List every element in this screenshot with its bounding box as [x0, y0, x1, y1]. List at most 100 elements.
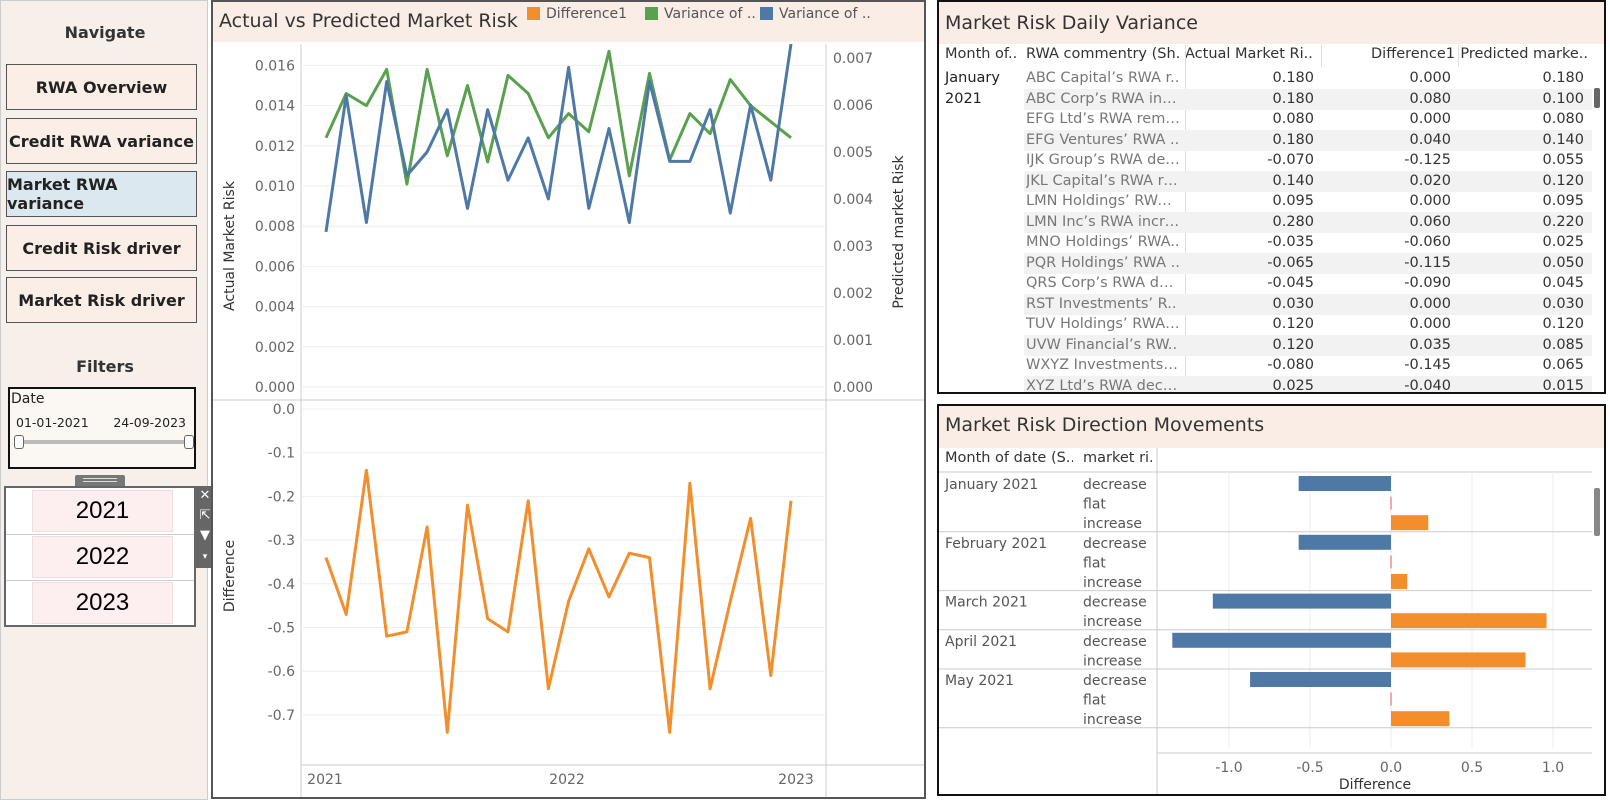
x-axis-tick: 2022	[549, 772, 585, 788]
left-axis-tick: 0.012	[255, 139, 295, 155]
left-axis-tick: 0.004	[255, 300, 295, 316]
close-icon[interactable]: ✕	[199, 488, 211, 503]
difference1-series-line[interactable]	[324, 468, 793, 734]
col-header-commentary[interactable]: RWA commentry (Sh..	[1026, 46, 1181, 62]
predicted-cell: 0.055	[1542, 152, 1584, 168]
table-scrollbar[interactable]	[1592, 68, 1604, 392]
row-shade	[1024, 211, 1592, 233]
date-slider-end-handle[interactable]	[184, 435, 194, 449]
table-row[interactable]: JKL Capital’s RWA re.. 0.140 0.020 0.120	[939, 170, 1592, 192]
col-header-market-risk[interactable]: market ri..	[1083, 450, 1155, 466]
commentary-cell: JKL Capital’s RWA re..	[1026, 172, 1181, 189]
legend-label-variance-blue: Variance of ..	[779, 6, 871, 22]
table-row[interactable]: ABC Corp’s RWA incr.. 0.180 0.080 0.100	[939, 88, 1592, 110]
date-end-value: 24-09-2023	[113, 415, 186, 430]
table-row[interactable]: MNO Holdings’ RWA.. -0.035 -0.060 0.025	[939, 232, 1592, 253]
year-option-2021[interactable]: 2021	[32, 490, 173, 532]
difference1-cell: 0.000	[1409, 316, 1451, 332]
predicted-cell: 0.080	[1542, 111, 1584, 127]
scrollbar-thumb[interactable]	[1594, 488, 1600, 536]
bar-increase[interactable]	[1391, 711, 1450, 727]
divider	[6, 534, 194, 535]
market-risk-daily-variance-panel: Market Risk Daily Variance Month of.. RW…	[937, 0, 1606, 394]
commentary-cell: EFG Ltd’s RWA rema..	[1026, 111, 1181, 127]
table-row[interactable]: IJK Group’s RWA dec.. -0.070 -0.125 0.055	[939, 150, 1592, 171]
month-label: May 2021	[945, 673, 1014, 689]
bar-increase[interactable]	[1391, 613, 1547, 629]
month-name: January	[945, 70, 1000, 86]
table-row[interactable]: EFG Ltd’s RWA rema.. 0.080 0.000 0.080	[939, 109, 1592, 130]
table-row[interactable]: XYZ Ltd’s RWA decre.. 0.025 -0.040 0.015	[939, 375, 1592, 394]
actual-cell: 0.140	[1272, 172, 1314, 189]
difference1-cell: -0.115	[1404, 254, 1451, 271]
table-row[interactable]: ABC Capital’s RWA r.. 0.180 0.000 0.180	[939, 68, 1592, 89]
table-row[interactable]: EFG Ventures’ RWA .. 0.180 0.040 0.140	[939, 129, 1592, 151]
date-filter-label: Date	[11, 391, 45, 407]
bottom-axis-tick: -0.4	[268, 577, 295, 593]
table-row[interactable]: LMN Inc’s RWA incre.. 0.280 0.060 0.220	[939, 211, 1592, 233]
pop-out-icon[interactable]: ⇱	[199, 508, 211, 523]
bar-decrease[interactable]	[1172, 632, 1391, 648]
year-option-2022[interactable]: 2022	[32, 536, 173, 578]
panel-title: Actual vs Predicted Market Risk	[219, 10, 518, 32]
actual-vs-predicted-panel: Actual vs Predicted Market Risk Differen…	[211, 0, 926, 799]
predicted-cell: 0.015	[1542, 377, 1584, 394]
predicted-cell: 0.065	[1542, 357, 1584, 373]
table-row[interactable]: UVW Financial’s RW.. 0.120 0.035 0.085	[939, 334, 1592, 356]
panel-title: Market Risk Direction Movements	[945, 414, 1265, 436]
table-row[interactable]: PQR Holdings’ RWA .. -0.065 -0.115 0.050	[939, 252, 1592, 274]
col-header-month[interactable]: Month of..	[945, 46, 1018, 62]
table-row[interactable]: LMN Holdings’ RWA .. 0.095 0.000 0.095	[939, 191, 1592, 212]
date-slider-start-handle[interactable]	[14, 435, 24, 449]
table-row[interactable]: TUV Holdings’ RWA i.. 0.120 0.000 0.120	[939, 314, 1592, 335]
bar-decrease[interactable]	[1298, 476, 1391, 491]
nav-label: RWA Overview	[35, 77, 168, 97]
filter-icon[interactable]: ▼	[200, 528, 210, 543]
legend-swatch-difference1	[527, 7, 540, 20]
bottom-axis-tick: -0.2	[268, 489, 295, 505]
commentary-cell: IJK Group’s RWA dec..	[1026, 152, 1181, 168]
date-slider-track[interactable]	[18, 440, 188, 444]
bar-decrease[interactable]	[1212, 593, 1391, 609]
bar-increase[interactable]	[1391, 652, 1526, 668]
predicted-market-risk-axis-title: Predicted market Risk	[891, 154, 907, 308]
predicted-variance-series-line[interactable]	[324, 44, 793, 233]
col-header-difference1[interactable]: Difference1	[1371, 46, 1455, 62]
row-shade	[1024, 170, 1592, 192]
nav-market-risk-driver-button[interactable]: Market Risk driver	[6, 277, 197, 323]
table-row[interactable]: QRS Corp’s RWA dec.. -0.045 -0.090 0.045	[939, 273, 1592, 294]
actual-cell: 0.030	[1272, 295, 1314, 312]
direction-label: decrease	[1083, 673, 1147, 689]
bar-decrease[interactable]	[1250, 672, 1391, 687]
predicted-cell: 0.085	[1542, 336, 1584, 353]
commentary-cell: MNO Holdings’ RWA..	[1026, 234, 1180, 250]
scrollbar-thumb[interactable]	[1594, 88, 1600, 108]
bar-increase[interactable]	[1391, 574, 1408, 589]
nav-label: Market Risk driver	[18, 290, 185, 310]
predicted-cell: 0.140	[1542, 131, 1584, 148]
predicted-cell: 0.100	[1542, 90, 1584, 107]
date-start-value: 01-01-2021	[16, 415, 89, 430]
year-option-2023[interactable]: 2023	[32, 582, 173, 624]
col-header-month-of-date[interactable]: Month of date (S..	[945, 450, 1073, 466]
table-row[interactable]: RST Investments’ R.. 0.030 0.000 0.030	[939, 293, 1592, 315]
col-header-actual[interactable]: Actual Market Ri..	[1185, 46, 1313, 62]
difference1-cell: -0.125	[1404, 152, 1451, 168]
left-axis-tick: 0.010	[255, 179, 295, 195]
nav-credit-risk-driver-button[interactable]: Credit Risk driver	[6, 225, 197, 271]
more-options-icon[interactable]: ▾	[202, 552, 208, 562]
nav-credit-rwa-variance-button[interactable]: Credit RWA variance	[6, 118, 197, 164]
bar-decrease[interactable]	[1298, 534, 1391, 550]
difference1-cell: 0.000	[1409, 295, 1451, 312]
bar-scrollbar[interactable]	[1592, 472, 1604, 794]
commentary-cell: ABC Capital’s RWA r..	[1026, 70, 1180, 86]
nav-rwa-overview-button[interactable]: RWA Overview	[6, 64, 197, 110]
nav-market-rwa-variance-button[interactable]: Market RWA variance	[6, 171, 197, 217]
container-grip-handle[interactable]	[75, 475, 125, 486]
col-header-predicted[interactable]: Predicted marke..	[1460, 46, 1588, 62]
predicted-cell: 0.180	[1542, 70, 1584, 86]
bar-increase[interactable]	[1391, 515, 1429, 531]
table-row[interactable]: WXYZ Investments’ .. -0.080 -0.145 0.065	[939, 355, 1592, 376]
commentary-cell: RST Investments’ R..	[1026, 295, 1177, 312]
difference1-cell: 0.000	[1409, 70, 1451, 86]
